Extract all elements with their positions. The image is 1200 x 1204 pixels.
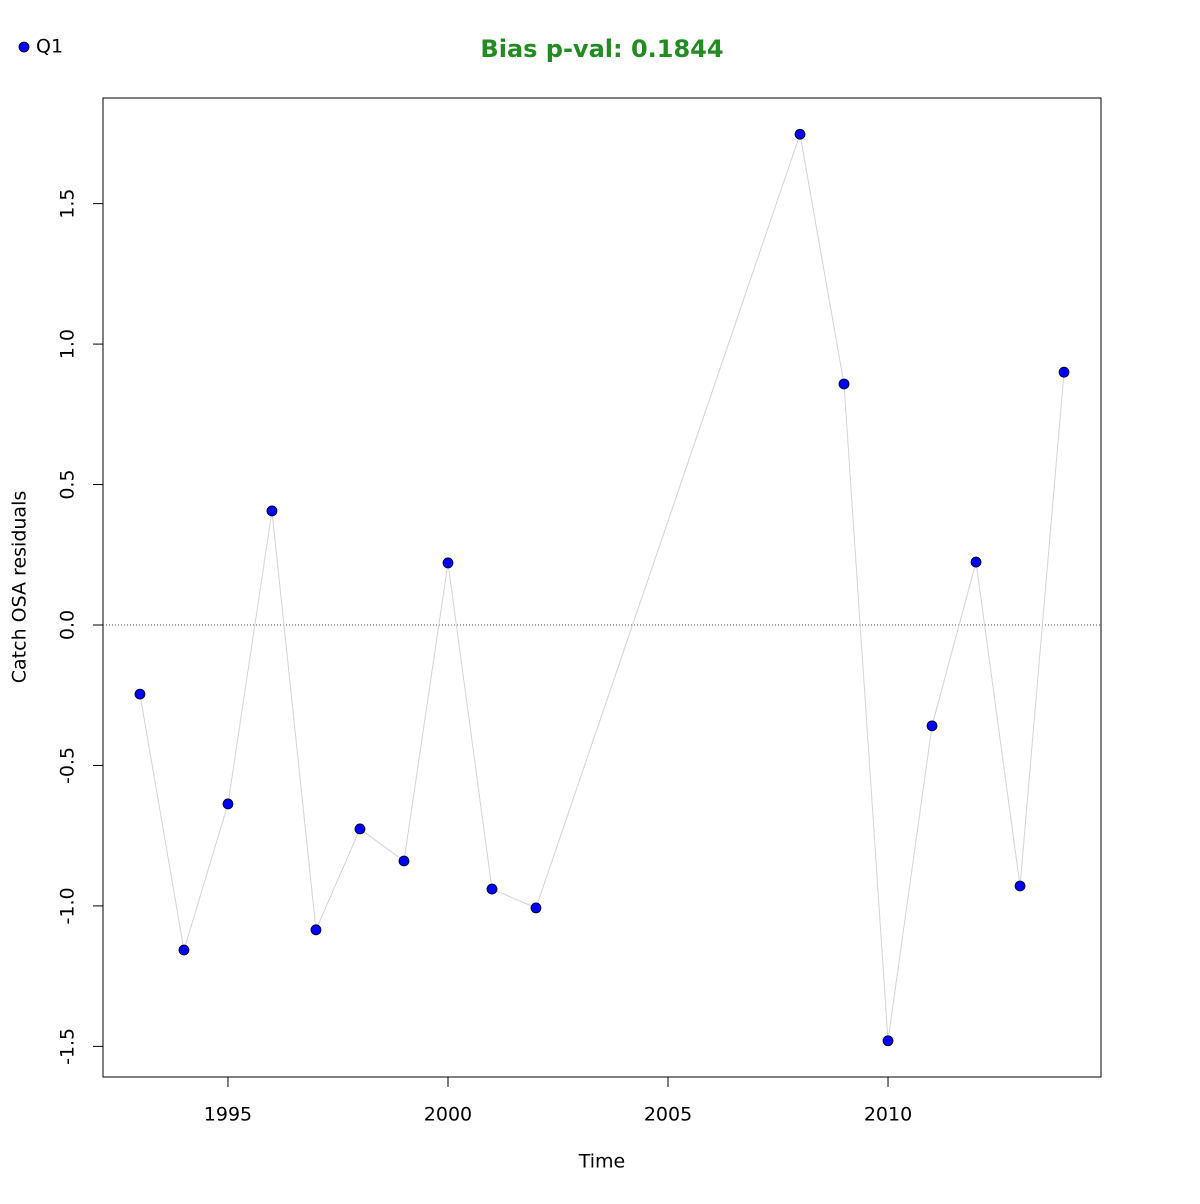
data-point	[926, 720, 938, 732]
legend-marker	[18, 41, 30, 53]
y-axis-label: Catch OSA residuals	[9, 491, 31, 683]
y-tick-label: 1.5	[57, 189, 79, 219]
data-point	[178, 944, 190, 956]
data-point	[882, 1035, 894, 1047]
data-point	[530, 902, 542, 914]
data-point	[970, 556, 982, 568]
x-tick-label: 2010	[864, 1104, 912, 1126]
data-point	[486, 883, 498, 895]
x-tick-label: 2005	[644, 1104, 692, 1126]
y-tick-label: -0.5	[57, 747, 79, 784]
data-point	[1014, 880, 1026, 892]
data-point	[354, 823, 366, 835]
y-tick-label: 0.5	[57, 469, 79, 499]
y-tick-label: -1.0	[57, 887, 79, 924]
y-tick-label: -1.5	[57, 1028, 79, 1065]
y-tick-label: 0.0	[57, 610, 79, 640]
series-line	[139, 134, 1065, 1041]
plot-frame	[102, 97, 1102, 1078]
x-tick-label: 1995	[204, 1104, 252, 1126]
data-point	[442, 557, 454, 569]
data-point	[1058, 366, 1070, 378]
x-tick-label: 2000	[424, 1104, 472, 1126]
legend-label: Q1	[36, 36, 63, 58]
data-point	[398, 855, 410, 867]
x-axis-label: Time	[578, 1151, 626, 1173]
y-tick-label: 1.0	[57, 329, 79, 359]
data-point	[266, 505, 278, 517]
data-point	[794, 128, 806, 140]
data-point	[222, 798, 234, 810]
data-point	[134, 688, 146, 700]
chart-title: Bias p-val: 0.1844	[480, 35, 723, 63]
data-point	[310, 924, 322, 936]
data-point	[838, 378, 850, 390]
